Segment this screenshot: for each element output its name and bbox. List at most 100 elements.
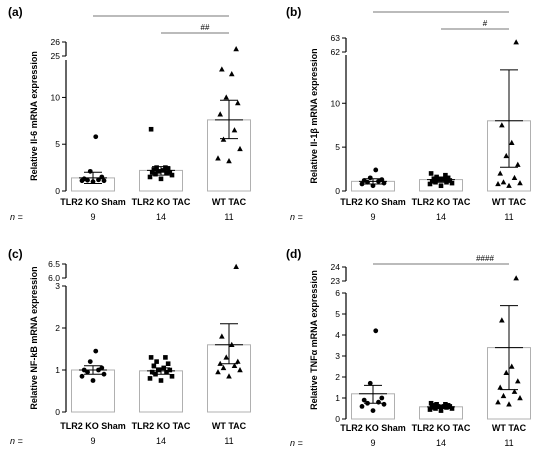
data-point (503, 152, 510, 159)
data-point (517, 395, 523, 401)
data-point (499, 317, 505, 323)
data-point (434, 174, 439, 180)
y-tick-label: 24 (331, 262, 341, 272)
panel-label: (b) (286, 5, 301, 19)
panel-label: (c) (8, 247, 23, 261)
y-tick-label: 5 (55, 139, 60, 149)
y-tick-label: 26 (51, 37, 61, 47)
data-point (90, 179, 96, 185)
y-tick-label: 62 (331, 47, 341, 57)
data-point (381, 401, 387, 407)
y-tick-label: 2 (335, 372, 340, 382)
data-point (508, 139, 515, 145)
data-point (449, 180, 455, 186)
data-point (376, 399, 381, 405)
y-axis-label: Relative NF-kB mRNA expression (29, 266, 39, 409)
data-point (497, 384, 503, 390)
data-point (359, 181, 365, 187)
data-point (427, 181, 433, 187)
y-tick-label: 63 (331, 33, 341, 43)
data-point (223, 354, 230, 360)
n-value: 11 (504, 438, 513, 448)
category-label: TLR2 KO TAC (132, 421, 191, 431)
n-value: 11 (504, 212, 513, 222)
significance-label: # (483, 19, 488, 28)
data-point (433, 179, 438, 185)
data-point (370, 183, 376, 189)
data-point (154, 359, 159, 364)
data-point (155, 367, 161, 373)
data-point (495, 180, 501, 187)
data-point (231, 127, 238, 133)
bar (71, 369, 115, 413)
data-point (167, 367, 173, 373)
category-label: WT TAC (212, 421, 247, 431)
n-label: n = (10, 436, 23, 446)
y-tick-label: 4 (335, 330, 340, 340)
data-point (161, 365, 167, 371)
n-label: n = (290, 212, 303, 222)
data-point (231, 362, 238, 368)
data-point (497, 170, 503, 176)
n-value: 9 (90, 212, 95, 222)
data-point (428, 400, 434, 406)
y-tick-label: 2 (55, 323, 60, 333)
data-point (165, 361, 171, 366)
y-tick-label: 6.0 (48, 273, 60, 283)
data-point (361, 178, 367, 183)
data-point (373, 167, 379, 173)
y-tick-label: 0 (55, 407, 60, 417)
data-point (220, 136, 227, 142)
data-point (235, 358, 241, 364)
data-point (367, 380, 373, 386)
panel-label: (d) (286, 247, 301, 261)
n-value: 14 (156, 212, 166, 222)
data-point (445, 403, 451, 408)
data-point (99, 365, 105, 371)
category-label: TLR2 KO Sham (340, 423, 406, 433)
y-tick-label: 10 (51, 92, 61, 102)
data-point (228, 71, 235, 77)
data-point (428, 171, 434, 176)
data-point (220, 364, 227, 371)
y-tick-label: 0 (55, 186, 60, 196)
data-point (101, 371, 107, 377)
category-label: TLR2 KO TAC (412, 423, 471, 433)
data-point (379, 395, 385, 401)
data-point (441, 177, 447, 182)
data-point (164, 369, 169, 375)
data-point (373, 328, 379, 334)
data-point (226, 373, 232, 379)
data-point (158, 176, 164, 182)
data-point (370, 408, 376, 413)
category-label: TLR2 KO TAC (412, 197, 471, 207)
data-point (228, 341, 235, 347)
chart-panel-2: (b) Relative Il-1β mRNA expression 0 5 10 62 6… (286, 5, 531, 222)
n-value: 9 (370, 438, 375, 448)
category-label: TLR2 KO Sham (340, 197, 406, 207)
data-point (226, 158, 232, 164)
data-point (93, 348, 99, 354)
y-tick-label: 3 (335, 351, 340, 361)
significance-label: #### (476, 254, 494, 263)
data-point (444, 179, 449, 185)
y-tick-label: 10 (331, 98, 341, 108)
data-point (433, 406, 438, 411)
data-point (513, 39, 519, 45)
data-point (163, 355, 168, 360)
data-point (81, 176, 87, 182)
data-point (237, 145, 243, 152)
n-value: 14 (436, 212, 446, 222)
data-point (96, 177, 101, 183)
data-point (359, 404, 365, 409)
data-point (508, 363, 515, 369)
chart-panel-3: (c) Relative NF-kB mRNA expression 0 1 2 36.0… (8, 247, 251, 446)
category-label: WT TAC (212, 197, 247, 207)
data-point (149, 169, 155, 175)
significance-label: ## (201, 23, 210, 32)
n-value: 11 (224, 212, 233, 222)
data-point (443, 402, 448, 407)
data-point (217, 360, 223, 366)
data-point (151, 363, 157, 369)
data-point (149, 369, 155, 375)
